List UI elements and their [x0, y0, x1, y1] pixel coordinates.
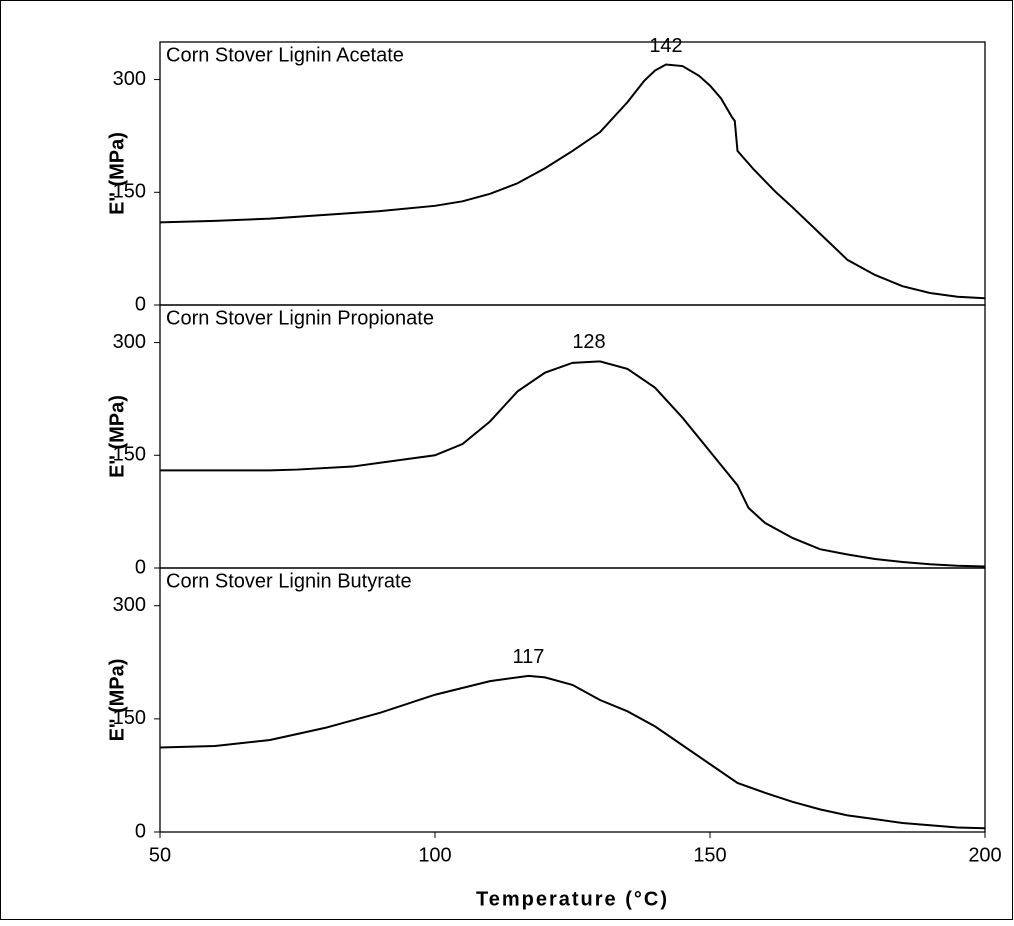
x-tick-label: 200: [968, 844, 1001, 866]
data-line: [159, 674, 986, 830]
panel-title: Corn Stover Lignin Butyrate: [166, 570, 412, 592]
y-tick-label: 150: [113, 444, 146, 466]
x-tick-label: 100: [418, 844, 451, 866]
panel-title: Corn Stover Lignin Propionate: [166, 307, 434, 329]
plot-area: [159, 567, 986, 833]
data-line: [160, 360, 986, 568]
x-tick-label: 150: [693, 844, 726, 866]
y-tick-label: 0: [135, 293, 146, 315]
y-tick-label: 300: [113, 331, 146, 353]
x-tick-label: 50: [149, 844, 171, 866]
y-axis-label: E'' (MPa): [106, 395, 128, 478]
panel-title: Corn Stover Lignin Acetate: [166, 44, 404, 66]
peak-label: 128: [572, 331, 605, 353]
y-tick-label: 300: [113, 594, 146, 616]
y-tick-label: 150: [113, 181, 146, 203]
peak-label: 142: [649, 35, 682, 57]
y-tick-label: 150: [113, 707, 146, 729]
y-tick-label: 0: [135, 820, 146, 842]
y-tick-label: 300: [113, 68, 146, 90]
y-axis-label: E'' (MPa): [106, 132, 128, 215]
data-line: [159, 63, 986, 300]
peak-label: 117: [513, 646, 545, 668]
x-axis-label: Temperature (°C): [476, 888, 669, 910]
y-axis-label: E'' (MPa): [106, 659, 128, 742]
y-tick-label: 0: [135, 556, 146, 578]
